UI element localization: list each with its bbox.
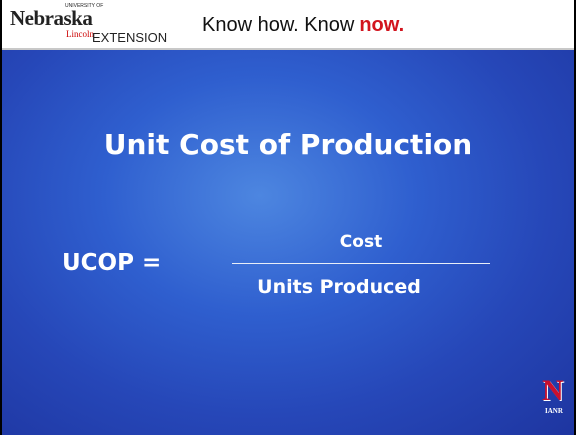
header: Nebraska UNIVERSITY OF Lincoln EXTENSION…	[2, 0, 574, 50]
logo-sub: Lincoln	[66, 29, 94, 39]
tagline: Know how. Know now.	[202, 14, 404, 37]
logo-name: Nebraska	[10, 6, 93, 30]
tagline-emphasis: now.	[359, 14, 405, 36]
logo-small: UNIVERSITY OF	[65, 3, 104, 9]
tagline-text: Know how. Know	[202, 14, 355, 36]
formula-lhs: UCOP =	[62, 250, 162, 276]
denominator: Units Produced	[257, 276, 421, 298]
numerator: Cost	[339, 232, 383, 252]
slide-title: Unit Cost of Production	[103, 128, 473, 161]
footer-logo-text: IANR	[545, 407, 563, 415]
fraction-bar	[232, 263, 490, 264]
logo-unit: EXTENSION	[92, 30, 168, 45]
footer-logo-letter: N	[542, 374, 564, 407]
